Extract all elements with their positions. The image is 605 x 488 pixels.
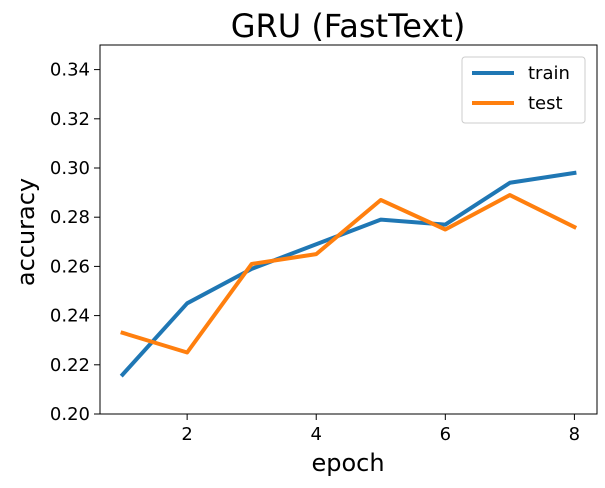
- series-line-test: [120, 193, 578, 355]
- y-tick-label: 0.34: [50, 60, 90, 81]
- y-tick-label: 0.26: [50, 256, 90, 277]
- x-tick-label: 8: [569, 424, 580, 445]
- y-axis-title: accuracy: [12, 178, 40, 286]
- y-tick-label: 0.32: [50, 109, 90, 130]
- x-tick-label: 6: [440, 424, 451, 445]
- y-tick-label: 0.20: [50, 404, 90, 425]
- legend-label-train: train: [528, 63, 570, 84]
- chart-title: GRU (FastText): [231, 7, 466, 45]
- series-line-train: [119, 170, 577, 378]
- y-tick-label: 0.24: [50, 306, 90, 327]
- x-tick-label: 2: [181, 424, 192, 445]
- plot-area: 2 4 6 8 0.20 0.22 0.24 0.26 0.28 0.30 0.32 0.34: [50, 44, 598, 445]
- y-tick-label: 0.22: [50, 355, 90, 376]
- legend: train test: [461, 56, 586, 124]
- y-tick-label: 0.30: [50, 158, 90, 179]
- legend-label-test: test: [528, 93, 563, 114]
- x-tick-label: 4: [311, 424, 322, 445]
- x-axis-title: epoch: [311, 449, 384, 477]
- y-tick-label: 0.28: [50, 207, 90, 228]
- plot-frame: [99, 44, 598, 415]
